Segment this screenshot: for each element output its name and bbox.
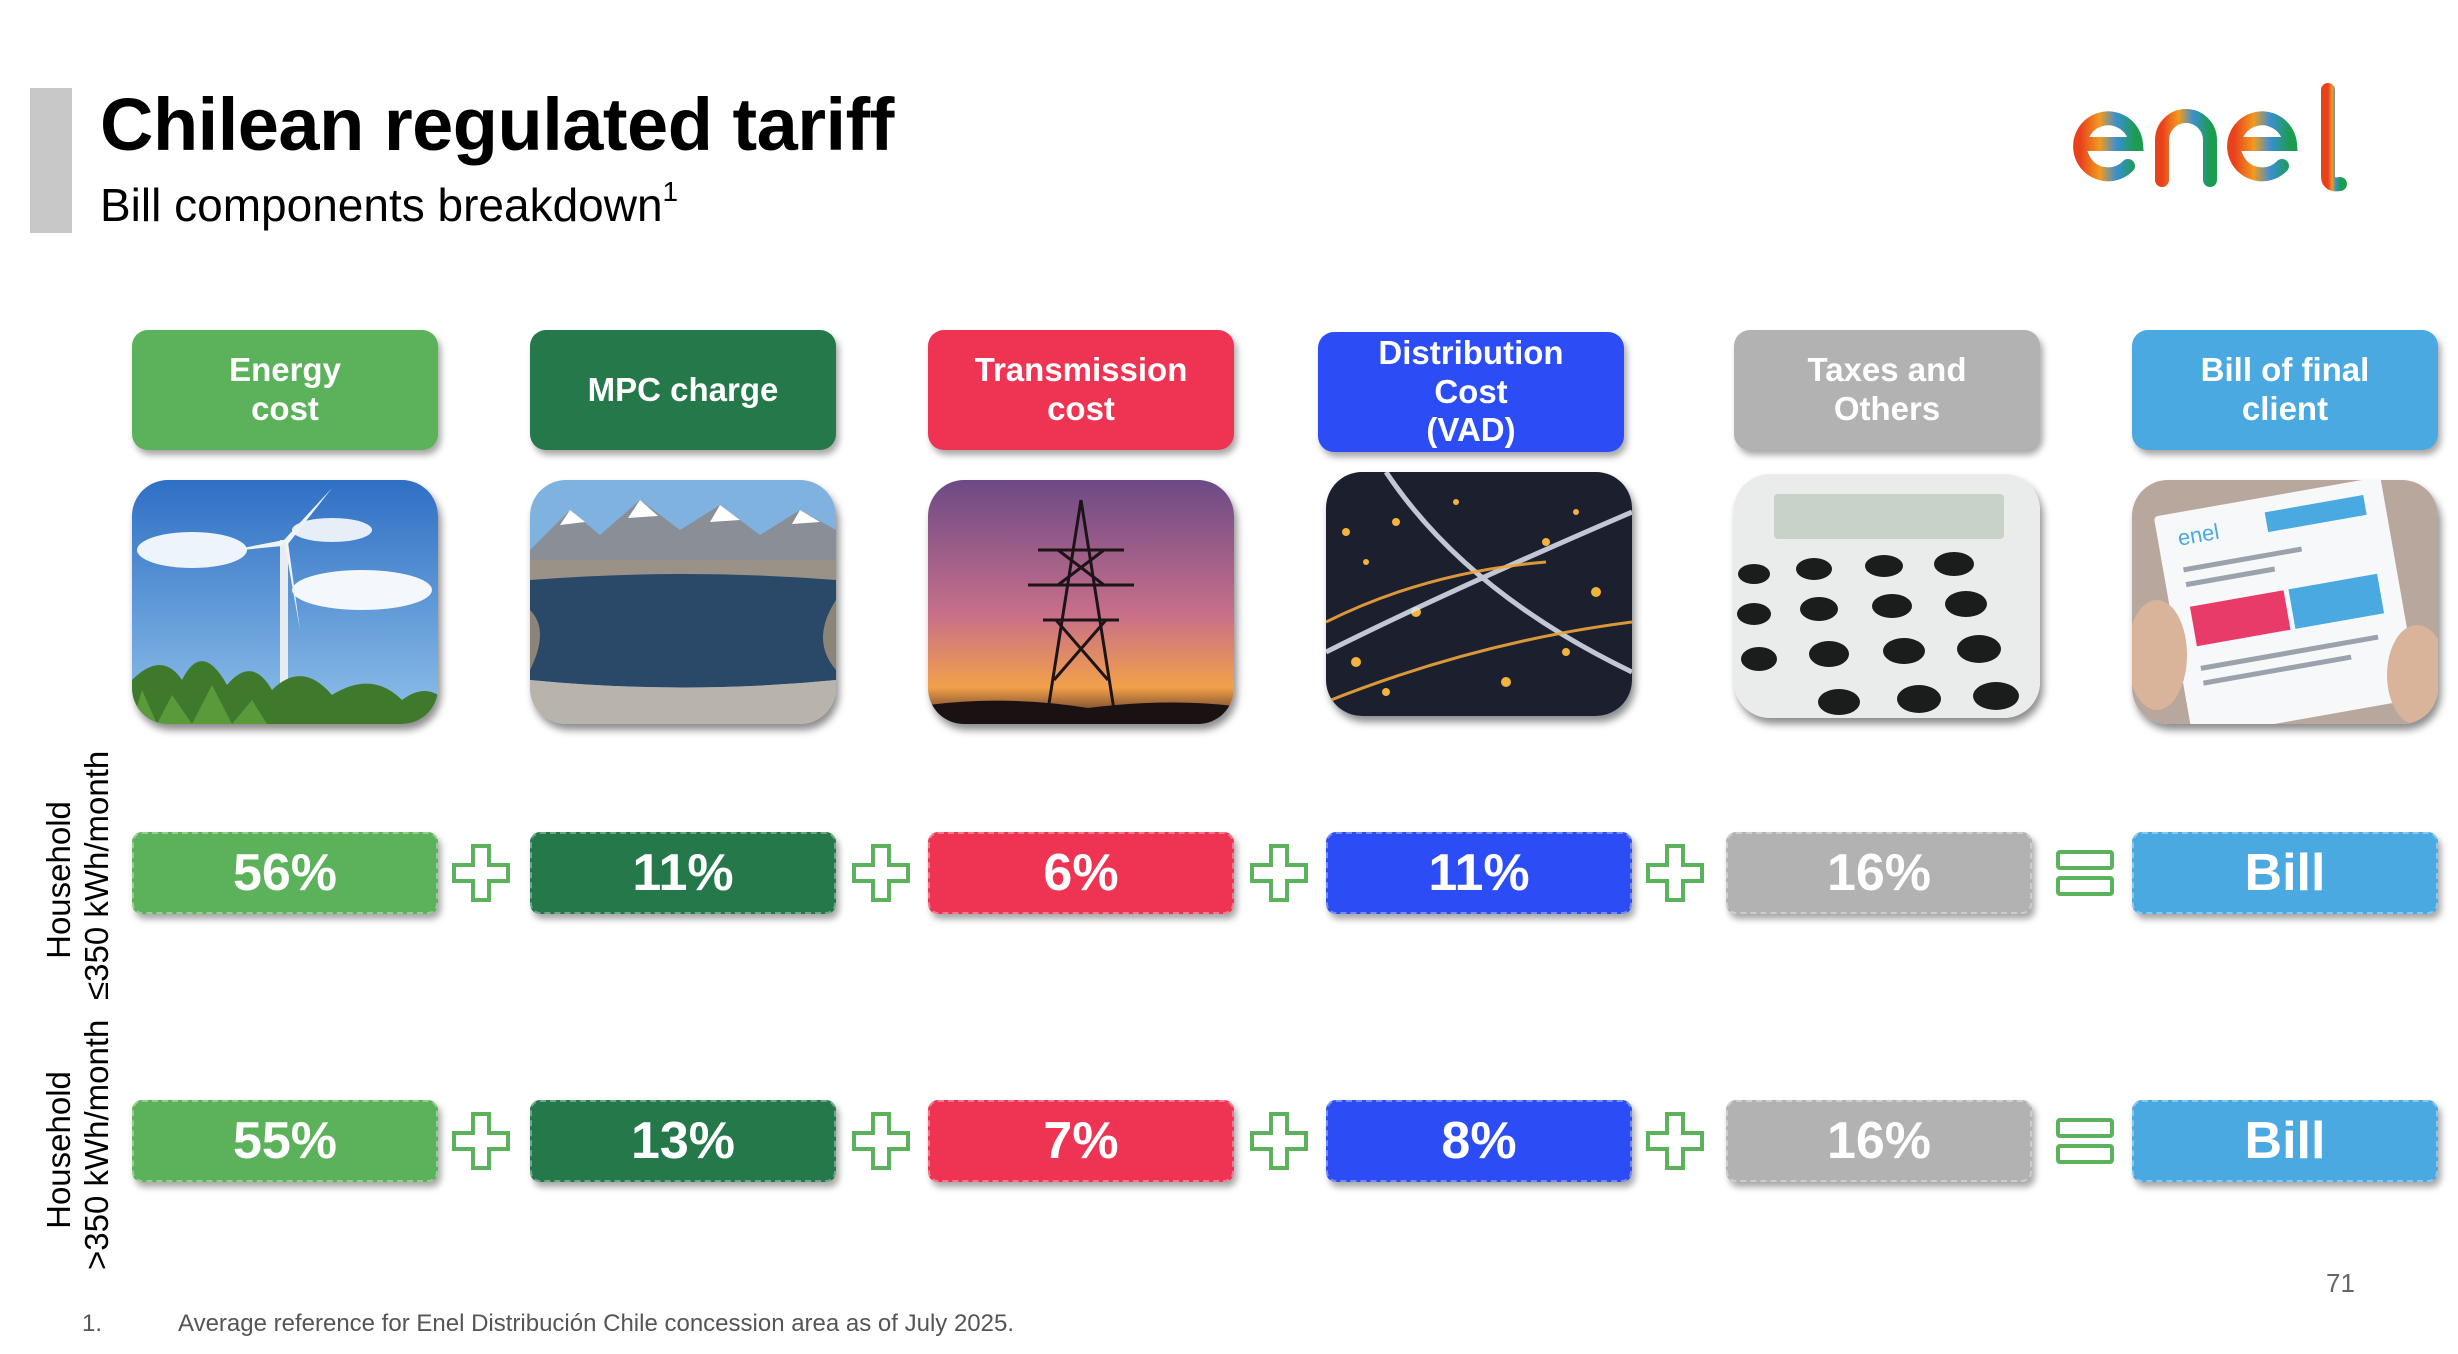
header-taxes-others: Taxes and Others (1734, 330, 2040, 450)
page-title: Chilean regulated tariff (100, 83, 894, 166)
row2-distribution-value: 8% (1326, 1100, 1632, 1182)
equals-icon (2056, 850, 2114, 896)
page-subtitle: Bill components breakdown1 (100, 176, 679, 231)
header-mpc-charge: MPC charge (530, 330, 836, 450)
plus-icon (1646, 1112, 1704, 1170)
transmission-tower-image (928, 480, 1234, 724)
row1-taxes-value: 16% (1726, 832, 2032, 914)
header-energy-cost: Energy cost (132, 330, 438, 450)
header-transmission-cost: Transmission cost (928, 330, 1234, 450)
page-number: 71 (2326, 1268, 2355, 1298)
row-label-low-consumption: Household ≤350 kWh/month (40, 750, 115, 1000)
row2-taxes-value: 16% (1726, 1100, 2032, 1182)
row2-mpc-value: 13% (530, 1100, 836, 1182)
row1-distribution-value: 11% (1326, 832, 1632, 914)
equals-icon (2056, 1118, 2114, 1164)
calculator-image (1734, 474, 2040, 718)
enel-logo (2073, 83, 2347, 192)
plus-icon (852, 1112, 910, 1170)
plus-icon (1250, 844, 1308, 902)
plus-icon (852, 844, 910, 902)
header-distribution-cost: Distribution Cost (VAD) (1318, 332, 1624, 452)
city-night-image (1326, 472, 1632, 716)
plus-icon (1646, 844, 1704, 902)
footnote-text: Average reference for Enel Distribución … (178, 1310, 1015, 1337)
title-accent-bar (30, 88, 72, 233)
reservoir-mountains-image (530, 480, 836, 724)
footnote-marker: 1 (662, 176, 679, 207)
row-label-high-consumption: Household >350 kWh/month (40, 1019, 115, 1270)
bill-document-image: enel (2132, 480, 2438, 724)
row1-mpc-value: 11% (530, 832, 836, 914)
plus-icon (452, 1112, 510, 1170)
row2-transmission-value: 7% (928, 1100, 1234, 1182)
row1-bill-value: Bill (2132, 832, 2438, 914)
plus-icon (1250, 1112, 1308, 1170)
footnote-number: 1. (82, 1310, 103, 1337)
row1-energy-value: 56% (132, 832, 438, 914)
row1-transmission-value: 6% (928, 832, 1234, 914)
header-final-bill: Bill of final client (2132, 330, 2438, 450)
wind-turbine-image (132, 480, 438, 724)
plus-icon (452, 844, 510, 902)
row2-bill-value: Bill (2132, 1100, 2438, 1182)
row2-energy-value: 55% (132, 1100, 438, 1182)
